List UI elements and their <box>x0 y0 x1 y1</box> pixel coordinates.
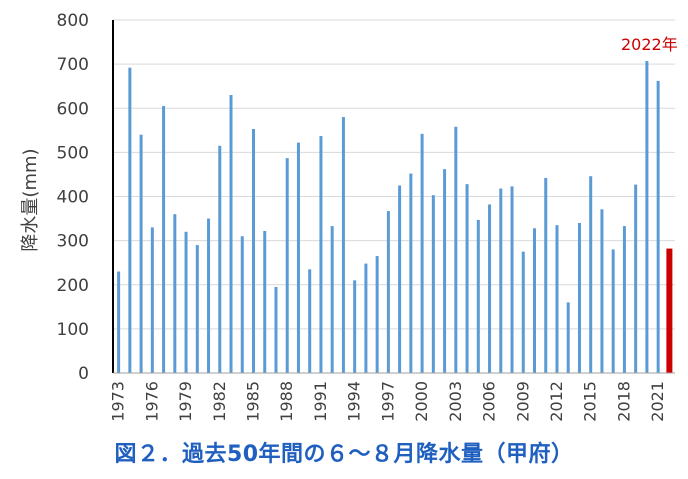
x-tick-label: 1976 <box>142 381 161 422</box>
bar-2014 <box>577 222 581 373</box>
y-tick-labels: 0 100 200 300 400 500 600 700 800 <box>57 11 89 384</box>
bar-1998 <box>398 185 402 373</box>
bar-2011 <box>544 177 548 373</box>
bar-1989 <box>296 142 300 373</box>
bar-1980 <box>195 245 199 373</box>
x-tick-label: 1994 <box>345 381 364 422</box>
bar-2006 <box>488 204 492 373</box>
bar-2008 <box>510 186 514 373</box>
bar-2021 <box>656 80 660 373</box>
x-tick-labels: 1973 1976 1979 1982 1985 1988 1991 1994 1997 2000… <box>109 381 668 422</box>
bar-1993 <box>341 117 345 373</box>
bar-1976 <box>150 227 154 373</box>
bar-2010 <box>533 228 536 373</box>
bar-2020 <box>645 61 649 373</box>
x-tick-label: 1982 <box>210 381 229 422</box>
bar-2007 <box>499 188 503 373</box>
x-tick-label: 1985 <box>244 381 263 422</box>
y-tick-label: 300 <box>57 232 89 252</box>
x-tick-label: 2000 <box>412 381 431 422</box>
bar-1987 <box>274 286 278 373</box>
bar-1999 <box>409 173 413 373</box>
y-tick-label: 0 <box>78 364 89 384</box>
bar-2003 <box>454 126 458 373</box>
x-tick-label: 1979 <box>176 381 195 422</box>
x-tick-label: 2015 <box>581 381 600 422</box>
bar-2015 <box>589 176 593 373</box>
bar-2017 <box>611 249 615 373</box>
bar-1994 <box>353 280 357 373</box>
bar-1975 <box>139 134 143 373</box>
bar-1982 <box>218 145 222 373</box>
bar-2004 <box>465 184 469 373</box>
bar-1988 <box>285 158 289 373</box>
bar-1995 <box>364 263 368 373</box>
bar-1997 <box>386 211 390 373</box>
x-tick-label: 2006 <box>480 381 499 422</box>
x-tick-label: 2009 <box>513 381 532 422</box>
bar-2012 <box>555 225 559 373</box>
x-tick-label: 1991 <box>311 381 330 422</box>
bar-2001 <box>431 195 435 373</box>
bar-2016 <box>600 209 604 373</box>
highlight-label: 2022年 <box>621 35 678 54</box>
y-tick-label: 200 <box>57 276 89 296</box>
bar-1991 <box>319 136 323 373</box>
bar-1981 <box>207 218 211 373</box>
x-tick-label: 2012 <box>547 381 566 422</box>
y-tick-label: 700 <box>57 55 89 75</box>
bar-1979 <box>184 231 188 373</box>
bar-2002 <box>443 169 447 373</box>
figure-caption: 図２．過去50年間の６～８月降水量（甲府） <box>114 442 574 467</box>
y-tick-label: 800 <box>57 11 89 31</box>
bar-2009 <box>521 251 525 373</box>
bar-1992 <box>330 226 334 373</box>
bar-1996 <box>375 256 379 373</box>
bar-1983 <box>229 95 233 373</box>
bar-1986 <box>263 230 267 373</box>
bar-1990 <box>308 269 312 373</box>
y-tick-label: 600 <box>57 99 89 119</box>
bar-2013 <box>566 302 570 373</box>
y-tick-label: 400 <box>57 188 89 208</box>
y-tick-label: 100 <box>57 320 89 340</box>
bar-2019 <box>634 184 638 373</box>
bar-1973 <box>117 271 121 373</box>
bar-2005 <box>476 219 480 373</box>
x-tick-label: 2021 <box>648 381 667 422</box>
bar-2000 <box>420 133 424 373</box>
x-tick-label: 1988 <box>277 381 296 422</box>
x-tick-label: 1973 <box>109 381 128 422</box>
bar-highlight-2022 <box>666 248 673 373</box>
x-tick-label: 2018 <box>614 381 633 422</box>
x-tick-label: 1997 <box>378 381 397 422</box>
axes <box>112 20 675 374</box>
x-tick-label: 2003 <box>446 381 465 422</box>
bar-1978 <box>173 214 177 373</box>
bar-1985 <box>252 128 255 373</box>
bar-1977 <box>162 106 166 373</box>
bar-1974 <box>128 67 132 373</box>
bar-1984 <box>240 236 244 373</box>
y-axis-label: 降水量(mm) <box>20 148 41 251</box>
bar-2018 <box>622 226 626 373</box>
y-tick-label: 500 <box>57 143 89 163</box>
bars <box>117 61 673 373</box>
gridlines <box>113 19 675 330</box>
